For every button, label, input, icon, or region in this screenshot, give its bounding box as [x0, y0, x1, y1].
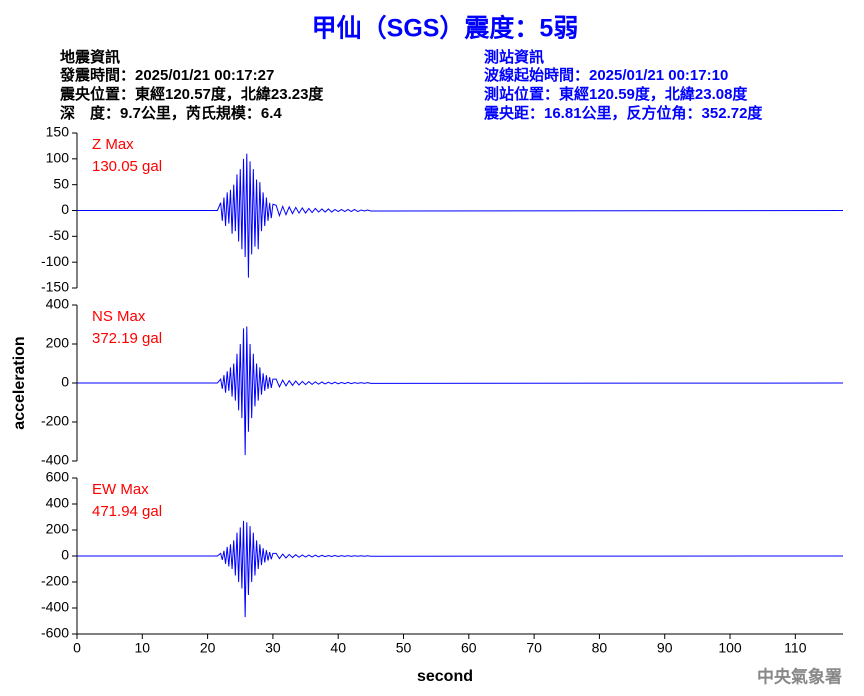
annotation: 372.19 gal	[92, 330, 162, 347]
info-line: 波線起始時間：2025/01/21 00:17:10	[484, 66, 728, 84]
info-line: 測站位置：東經120.59度，北緯23.08度	[484, 85, 748, 103]
x-tick-label: 20	[200, 640, 216, 656]
y-tick-label: 0	[61, 547, 69, 563]
annotation: Z Max	[92, 136, 134, 153]
annotation: 130.05 gal	[92, 158, 162, 175]
x-tick-label: 60	[461, 640, 477, 656]
info-line: 震央距：16.81公里，反方位角：352.72度	[484, 104, 763, 122]
y-tick-label: 200	[46, 335, 70, 351]
y-tick-label: -100	[41, 253, 69, 269]
waveform	[77, 520, 844, 618]
info-line: 地震資訊	[60, 48, 120, 66]
y-tick-label: 50	[53, 175, 69, 191]
x-tick-label: 0	[73, 640, 81, 656]
x-tick-label: 70	[526, 640, 542, 656]
y-tick-label: 0	[61, 201, 69, 217]
y-tick-label: 0	[61, 374, 69, 390]
y-tick-label: -400	[41, 452, 69, 468]
waveform	[77, 153, 844, 278]
y-tick-label: -50	[49, 227, 69, 243]
annotation: 471.94 gal	[92, 503, 162, 520]
x-tick-label: 10	[135, 640, 151, 656]
annotation: NS Max	[92, 308, 146, 325]
y-tick-label: 400	[46, 495, 70, 511]
x-tick-label: 90	[657, 640, 673, 656]
x-tick-label: 50	[396, 640, 412, 656]
x-tick-label: 80	[592, 640, 608, 656]
x-tick-label: 100	[718, 640, 742, 656]
annotation: EW Max	[92, 481, 149, 498]
x-tick-label: 30	[265, 640, 281, 656]
y-tick-label: -400	[41, 599, 69, 615]
y-tick-label: 100	[46, 150, 70, 166]
waveform	[77, 326, 844, 456]
info-line: 發震時間：2025/01/21 00:17:27	[59, 66, 274, 84]
y-tick-label: 600	[46, 469, 70, 485]
y-tick-label: 200	[46, 521, 70, 537]
y-tick-label: 150	[46, 124, 70, 140]
y-tick-label: -600	[41, 625, 69, 641]
x-axis-label: second	[417, 668, 473, 685]
x-tick-label: 110	[784, 640, 807, 656]
y-axis-label: acceleration	[11, 336, 28, 429]
info-line: 深 度：9.7公里，芮氏規模：6.4	[60, 104, 282, 122]
info-line: 震央位置：東經120.57度，北緯23.23度	[60, 85, 324, 103]
chart-title: 甲仙（SGS）震度：5弱	[312, 14, 579, 43]
y-tick-label: -200	[41, 573, 69, 589]
agency: 中央氣象署	[757, 667, 842, 688]
y-tick-label: -200	[41, 413, 69, 429]
y-tick-label: 400	[46, 296, 70, 312]
y-tick-label: -150	[41, 279, 69, 295]
x-tick-label: 40	[330, 640, 346, 656]
info-line: 測站資訊	[484, 48, 544, 66]
